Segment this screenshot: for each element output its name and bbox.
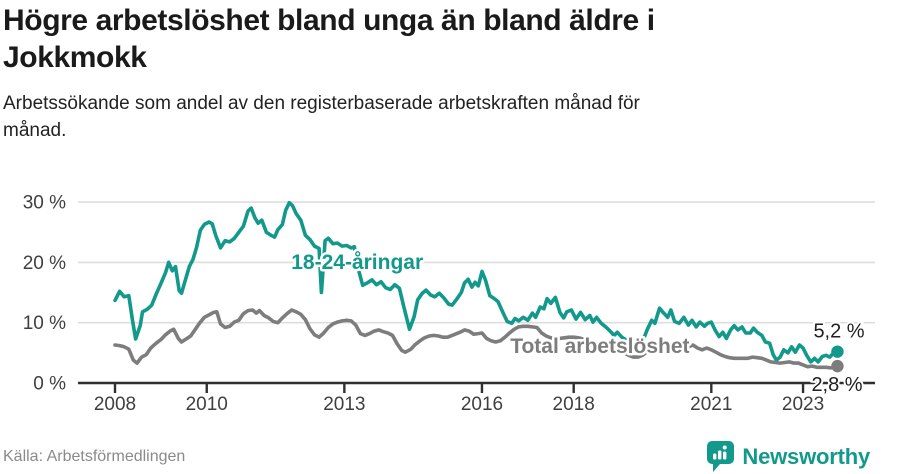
end-value-label-total: 2,8 % bbox=[811, 374, 862, 396]
y-tick-label: 10 % bbox=[23, 313, 66, 334]
y-tick-label: 20 % bbox=[23, 253, 66, 274]
x-tick-label: 2013 bbox=[323, 394, 365, 415]
chart-subtitle: Arbetssökande som andel av den registerb… bbox=[3, 93, 640, 141]
chart-labels: 0 % 10 % 20 % 30 % 2008 2010 2013 2016 2018 2021 2… bbox=[23, 193, 867, 415]
x-tick-label: 2008 bbox=[94, 394, 136, 415]
chart-header: Högre arbetslöshet bland unga än bland ä… bbox=[3, 0, 883, 144]
series-label-youth: 18-24-åringar bbox=[291, 251, 423, 274]
end-value-label-youth: 5,2 % bbox=[813, 321, 864, 343]
newsworthy-logo: Newsworthy bbox=[706, 440, 870, 473]
series-line-youth bbox=[113, 200, 840, 364]
series-label-total: Total arbetslöshet bbox=[510, 335, 689, 358]
page-title: Högre arbetslöshet bland unga än bland ä… bbox=[3, 4, 655, 74]
x-tick-label: 2018 bbox=[553, 394, 595, 415]
brand-name: Newsworthy bbox=[742, 443, 870, 469]
gridlines bbox=[78, 201, 875, 324]
x-axis bbox=[78, 381, 875, 393]
y-tick-label: 0 % bbox=[33, 374, 66, 395]
newsworthy-bubble-icon bbox=[707, 441, 735, 472]
series-end-dot-total bbox=[831, 359, 844, 373]
x-tick-label: 2023 bbox=[782, 394, 824, 415]
line-chart: 0 % 10 % 20 % 30 % 2008 2010 2013 2016 2018 2021 2… bbox=[23, 193, 875, 415]
y-tick-label: 30 % bbox=[23, 193, 66, 214]
chart-series bbox=[113, 200, 844, 373]
source-note: Källa: Arbetsförmedlingen bbox=[3, 448, 186, 465]
series-end-dot-youth bbox=[831, 345, 844, 358]
series-line-total bbox=[113, 308, 840, 370]
x-tick-label: 2021 bbox=[690, 394, 732, 415]
bar-chart-glyph bbox=[713, 445, 728, 460]
x-tick-label: 2016 bbox=[461, 394, 503, 415]
x-tick-label: 2010 bbox=[186, 394, 228, 415]
